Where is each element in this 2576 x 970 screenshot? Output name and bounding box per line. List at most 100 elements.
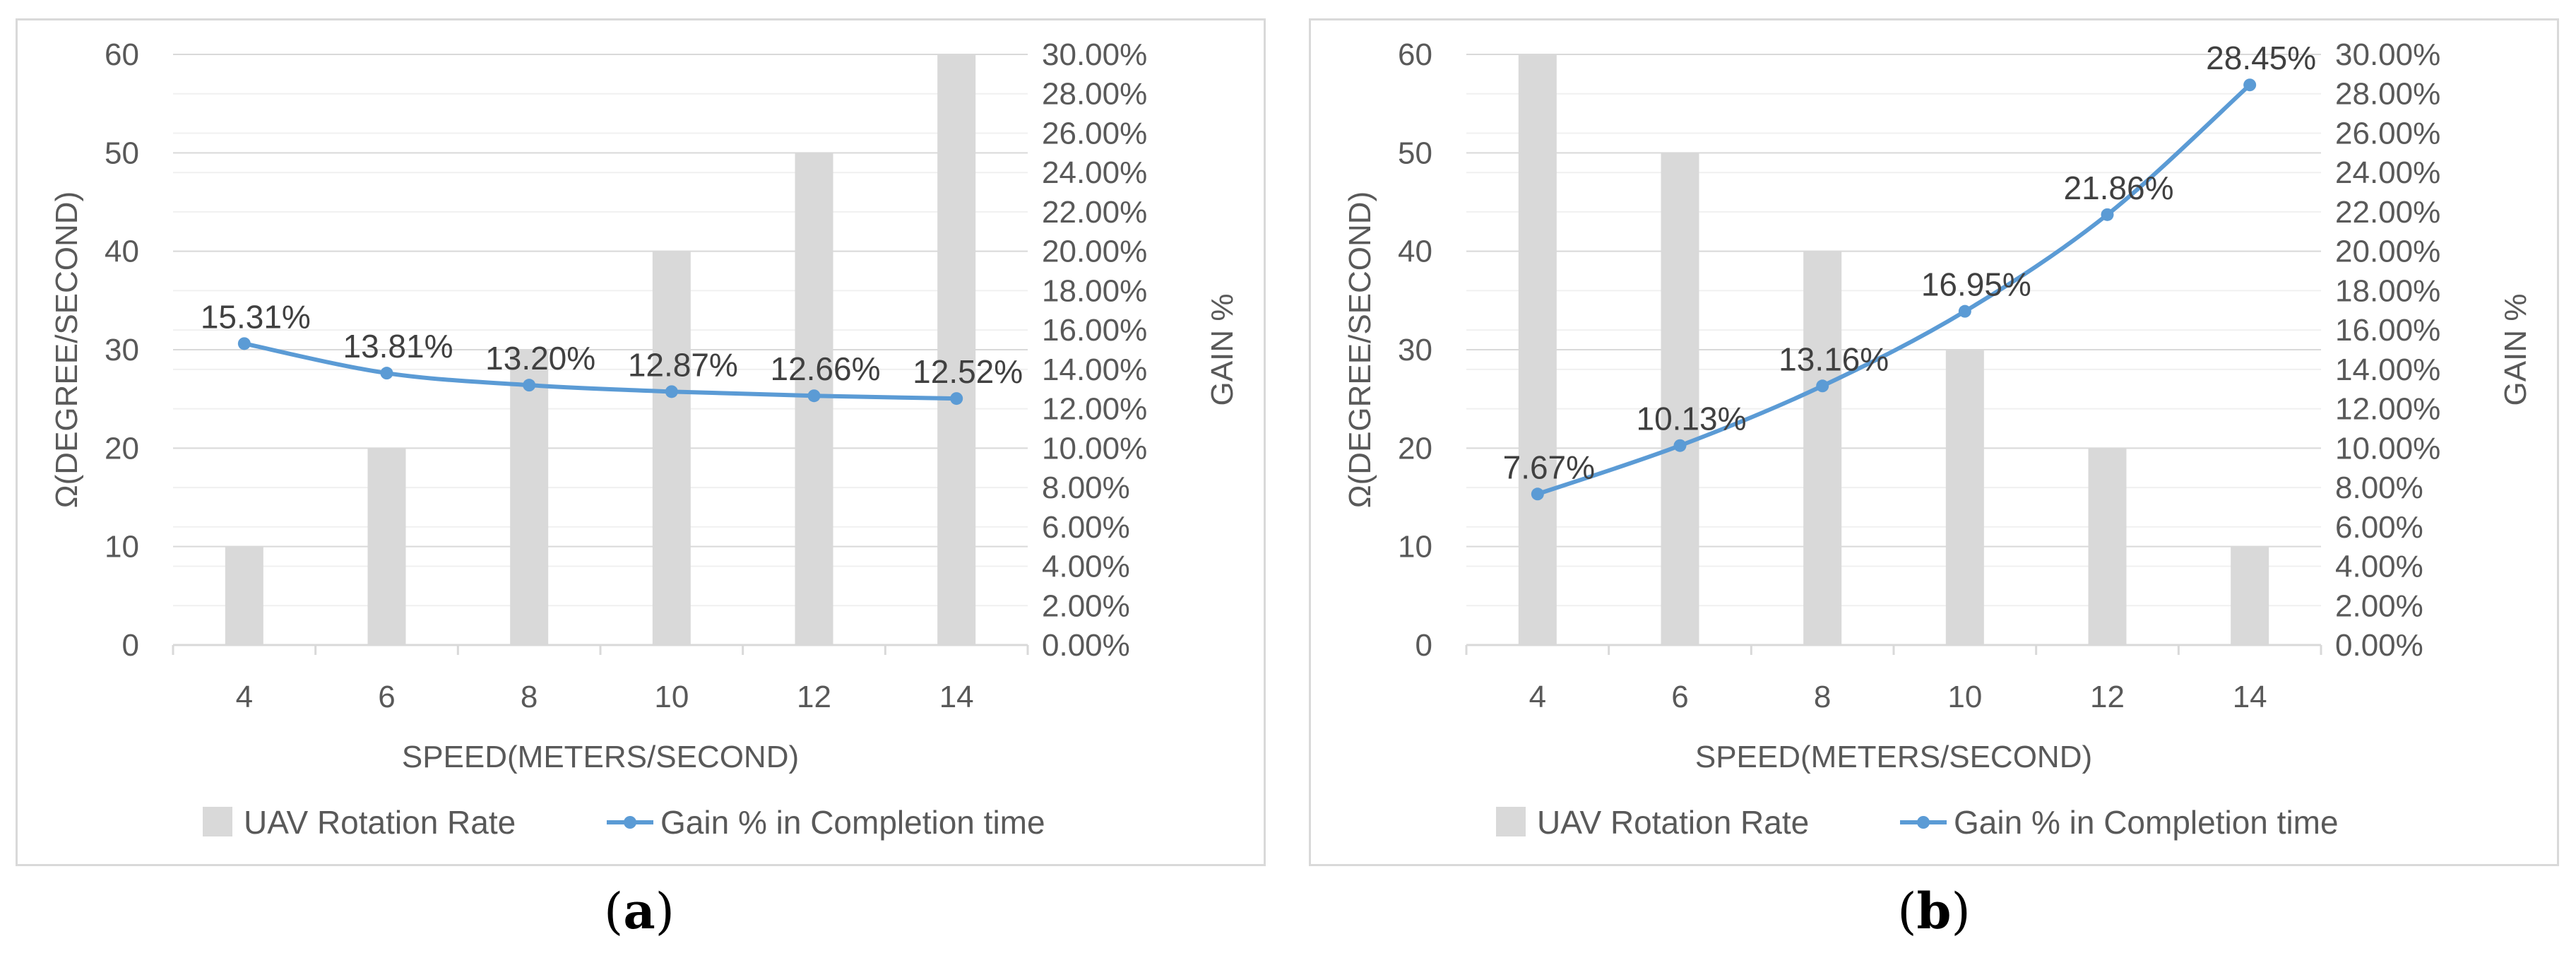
y2-tick-label: 26.00% bbox=[1042, 116, 1147, 150]
y-tick-label: 50 bbox=[1398, 136, 1432, 170]
x-axis-title: SPEED(METERS/SECOND) bbox=[1695, 740, 2092, 774]
y2-tick-label: 26.00% bbox=[2335, 116, 2440, 150]
data-label: 15.31% bbox=[201, 298, 311, 335]
line-marker bbox=[1958, 304, 1971, 318]
y2-axis-title: GAIN % bbox=[2498, 294, 2533, 406]
data-label: 7.67% bbox=[1503, 449, 1595, 485]
bar bbox=[1661, 153, 1699, 646]
chart-b: 0 10 20 30 40 50 60 0.00% 2.00% 4.00% 6.00% 8.00% 10… bbox=[1343, 37, 2533, 841]
y2-tick-label: 8.00% bbox=[1042, 471, 1130, 505]
x-tick-label: 6 bbox=[1671, 680, 1688, 714]
caption-a: (a) bbox=[533, 882, 745, 940]
y2-tick-label: 2.00% bbox=[1042, 588, 1130, 623]
y-tick-label: 0 bbox=[1415, 628, 1432, 663]
y-tick-label: 40 bbox=[105, 235, 139, 269]
y2-tick-label: 4.00% bbox=[1042, 550, 1130, 584]
y2-tick-label: 30.00% bbox=[2335, 37, 2440, 72]
y2-tick-label: 14.00% bbox=[1042, 353, 1147, 387]
line-marker bbox=[523, 379, 536, 392]
y-tick-label: 10 bbox=[1398, 530, 1432, 564]
data-label: 13.16% bbox=[1779, 341, 1889, 377]
y2-tick-label: 18.00% bbox=[1042, 273, 1147, 308]
series-line bbox=[242, 341, 959, 401]
caption-open-paren: ( bbox=[1897, 882, 1917, 940]
y-tick-label: 20 bbox=[1398, 431, 1432, 466]
legend-swatch-bar bbox=[203, 807, 232, 836]
y2-tick-label: 20.00% bbox=[2335, 235, 2440, 269]
x-tick-label: 10 bbox=[654, 680, 689, 714]
y2-tick-label: 16.00% bbox=[2335, 313, 2440, 348]
y2-tick-label: 28.00% bbox=[1042, 77, 1147, 112]
x-tick-label: 14 bbox=[939, 680, 974, 714]
y2-tick-label: 10.00% bbox=[2335, 431, 2440, 466]
y-tick-label: 50 bbox=[105, 136, 139, 170]
y2-tick-label: 0.00% bbox=[1042, 628, 1130, 663]
line-marker bbox=[1531, 487, 1544, 501]
y-tick-label: 60 bbox=[1398, 37, 1432, 72]
bar bbox=[2231, 546, 2269, 645]
caption-b: (b) bbox=[1828, 882, 2040, 940]
y2-tick-label: 16.00% bbox=[1042, 313, 1147, 348]
data-label: 16.95% bbox=[1921, 266, 2031, 303]
data-label: 12.87% bbox=[628, 346, 738, 383]
line-marker bbox=[665, 385, 678, 398]
line-marker bbox=[1673, 439, 1687, 452]
caption-close-paren: ) bbox=[655, 882, 675, 940]
y-tick-label: 60 bbox=[105, 37, 139, 72]
x-tick-label: 4 bbox=[236, 680, 253, 714]
y2-tick-label: 4.00% bbox=[2335, 550, 2423, 584]
y-tick-label: 40 bbox=[1398, 235, 1432, 269]
data-label: 12.66% bbox=[770, 350, 880, 387]
data-label: 13.20% bbox=[485, 340, 595, 377]
y2-tick-label: 2.00% bbox=[2335, 588, 2423, 623]
legend-swatch-bar bbox=[1496, 807, 1526, 836]
y-tick-label: 30 bbox=[1398, 333, 1432, 367]
bar bbox=[367, 448, 406, 645]
y2-tick-label: 6.00% bbox=[1042, 510, 1130, 545]
data-label: 12.52% bbox=[913, 353, 1023, 390]
x-tick-label: 12 bbox=[797, 680, 831, 714]
x-tick-label: 6 bbox=[378, 680, 395, 714]
series-line bbox=[1535, 83, 2252, 497]
legend-label-line: Gain % in Completion time bbox=[1954, 804, 2339, 841]
legend-label-bar: UAV Rotation Rate bbox=[1537, 804, 1809, 841]
x-axis-title: SPEED(METERS/SECOND) bbox=[402, 740, 799, 774]
data-label: 21.86% bbox=[2063, 170, 2173, 206]
line-marker bbox=[1816, 379, 1829, 393]
caption-letter: a bbox=[623, 882, 655, 940]
x-tick-label: 4 bbox=[1529, 680, 1546, 714]
line-marker bbox=[380, 367, 393, 380]
caption-letter: b bbox=[1916, 882, 1952, 940]
line-marker bbox=[237, 337, 251, 350]
y2-tick-label: 20.00% bbox=[1042, 235, 1147, 269]
bar bbox=[937, 54, 976, 645]
y2-tick-label: 18.00% bbox=[2335, 273, 2440, 308]
bar bbox=[225, 546, 263, 645]
y2-tick-label: 24.00% bbox=[1042, 155, 1147, 190]
chart-panel-a: 0 10 20 30 40 50 60 0.00% 2.00% 4.00% 6.00% 8.00% 10… bbox=[16, 18, 1266, 866]
chart-a: 0 10 20 30 40 50 60 0.00% 2.00% 4.00% 6.00% 8.00% 10… bbox=[49, 37, 1240, 841]
data-label: 10.13% bbox=[1636, 401, 1746, 437]
y2-axis-title: GAIN % bbox=[1205, 294, 1240, 406]
bar bbox=[1803, 251, 1842, 646]
y-tick-label: 10 bbox=[105, 530, 139, 564]
y2-tick-label: 22.00% bbox=[2335, 195, 2440, 230]
y2-tick-label: 24.00% bbox=[2335, 155, 2440, 190]
x-tick-label: 14 bbox=[2233, 680, 2267, 714]
y-axis-title: Ω(DEGREE/SECOND) bbox=[1343, 191, 1377, 509]
bar bbox=[1518, 54, 1557, 645]
y2-tick-label: 22.00% bbox=[1042, 195, 1147, 230]
legend-swatch-marker bbox=[624, 816, 636, 829]
y2-tick-label: 30.00% bbox=[1042, 37, 1147, 72]
y-tick-label: 30 bbox=[105, 333, 139, 367]
line-marker bbox=[807, 389, 821, 403]
line-marker bbox=[2243, 78, 2257, 92]
caption-close-paren: ) bbox=[1951, 882, 1971, 940]
bar bbox=[2088, 448, 2127, 645]
y2-tick-label: 12.00% bbox=[1042, 392, 1147, 427]
legend-swatch-marker bbox=[1917, 816, 1930, 829]
line-marker bbox=[2101, 208, 2114, 221]
data-label: 13.81% bbox=[343, 328, 453, 365]
y2-tick-label: 8.00% bbox=[2335, 471, 2423, 505]
x-tick-label: 10 bbox=[1947, 680, 1982, 714]
